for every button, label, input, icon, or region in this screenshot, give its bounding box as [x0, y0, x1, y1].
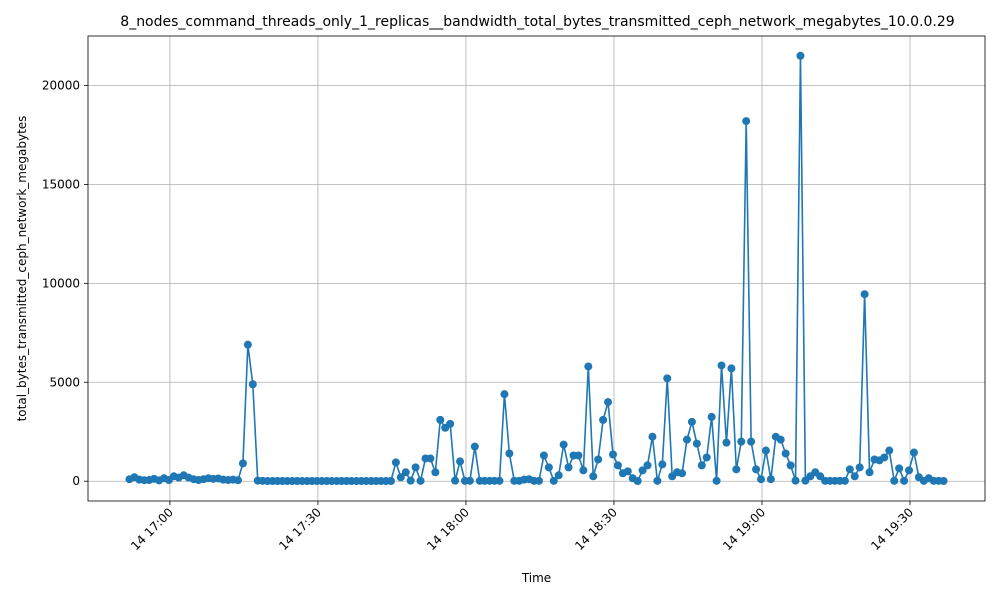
data-point: [737, 437, 746, 446]
data-point: [599, 415, 608, 424]
data-point: [761, 446, 770, 455]
data-point: [717, 361, 726, 370]
series-layer: [125, 51, 948, 486]
data-point: [855, 463, 864, 472]
data-point: [559, 440, 568, 449]
data-point: [791, 476, 800, 485]
data-point: [584, 362, 593, 371]
data-point: [732, 465, 741, 474]
data-point: [623, 467, 632, 476]
data-point: [579, 466, 588, 475]
y-tick-label: 15000: [42, 177, 80, 191]
data-point: [613, 461, 622, 470]
data-point: [604, 398, 613, 407]
data-point: [702, 453, 711, 462]
data-point: [781, 449, 790, 458]
data-point: [456, 457, 465, 466]
data-point: [742, 117, 751, 126]
plot-area-frame: [87, 35, 986, 502]
chart-title: 8_nodes_command_threads_only_1_replicas_…: [120, 14, 954, 30]
data-point: [248, 380, 257, 389]
data-point: [687, 417, 696, 426]
data-point: [633, 477, 642, 486]
data-point: [653, 476, 662, 485]
data-point: [465, 476, 474, 485]
data-point: [608, 450, 617, 459]
y-tick-label: 0: [72, 474, 80, 488]
data-point: [436, 415, 445, 424]
data-point: [446, 419, 455, 428]
data-point: [243, 340, 252, 349]
data-point: [663, 374, 672, 383]
data-point: [549, 476, 558, 485]
data-point: [411, 463, 420, 472]
data-point: [880, 453, 889, 462]
data-point: [756, 475, 765, 484]
data-point: [564, 463, 573, 472]
data-point: [905, 466, 914, 475]
data-point: [885, 446, 894, 455]
data-point: [534, 476, 543, 485]
data-point: [850, 472, 859, 481]
y-tick-label: 5000: [49, 375, 80, 389]
data-point: [574, 451, 583, 460]
data-point: [786, 461, 795, 470]
data-point: [845, 465, 854, 474]
y-tick-label: 20000: [42, 78, 80, 92]
data-point: [658, 460, 667, 469]
data-point: [470, 442, 479, 451]
data-point: [638, 466, 647, 475]
data-point: [727, 364, 736, 373]
data-point: [796, 51, 805, 60]
data-point: [505, 449, 514, 458]
data-point: [495, 476, 504, 485]
data-point: [776, 435, 785, 444]
data-point: [648, 432, 657, 441]
data-point: [890, 476, 899, 485]
data-point: [594, 455, 603, 464]
data-point: [895, 464, 904, 473]
data-point: [697, 461, 706, 470]
data-point: [554, 471, 563, 480]
data-point: [900, 476, 909, 485]
data-point: [589, 472, 598, 481]
data-point: [939, 477, 948, 486]
data-point: [766, 475, 775, 484]
y-tick-label: 10000: [42, 276, 80, 290]
data-point: [643, 461, 652, 470]
data-point: [712, 476, 721, 485]
data-point: [500, 390, 509, 399]
data-point: [396, 473, 405, 482]
data-point: [386, 477, 395, 486]
y-axis: 0 5000 10000 15000 20000: [42, 78, 88, 488]
data-point: [539, 451, 548, 460]
data-point: [416, 476, 425, 485]
data-point: [406, 476, 415, 485]
data-point: [431, 468, 440, 477]
data-point: [747, 437, 756, 446]
data-point: [840, 476, 849, 485]
data-point: [707, 412, 716, 421]
data-point: [752, 465, 761, 474]
y-axis-label: total_bytes_transmitted_ceph_network_meg…: [15, 116, 29, 422]
data-point: [426, 454, 435, 463]
x-axis-label: Time: [521, 571, 551, 585]
data-point: [909, 448, 918, 457]
data-point: [860, 290, 869, 299]
data-point: [233, 476, 242, 485]
data-point: [238, 459, 247, 468]
data-point: [544, 463, 553, 472]
data-point: [391, 458, 400, 467]
data-point: [401, 468, 410, 477]
data-point: [451, 476, 460, 485]
data-point: [678, 469, 687, 478]
data-point: [692, 439, 701, 448]
data-point: [682, 435, 691, 444]
data-point: [722, 438, 731, 447]
data-point: [865, 468, 874, 477]
